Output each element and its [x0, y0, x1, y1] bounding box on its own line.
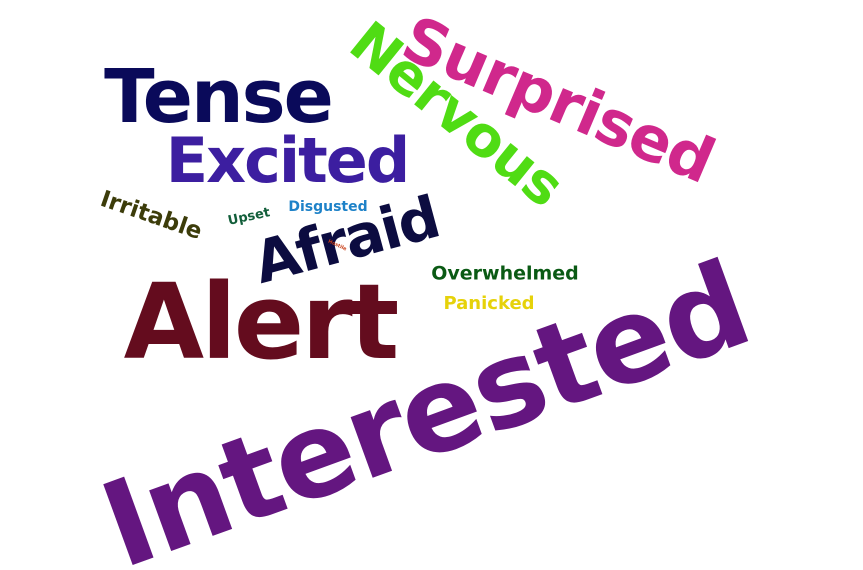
word-upset: Upset [226, 205, 272, 229]
word-panicked: Panicked [443, 293, 535, 314]
word-overwhelmed: Overwhelmed [431, 262, 579, 285]
word-alert: Alert [123, 261, 400, 383]
word-tense: Tense [104, 54, 334, 140]
word-excited: Excited [165, 124, 410, 197]
word-disgusted: Disgusted [288, 199, 368, 215]
